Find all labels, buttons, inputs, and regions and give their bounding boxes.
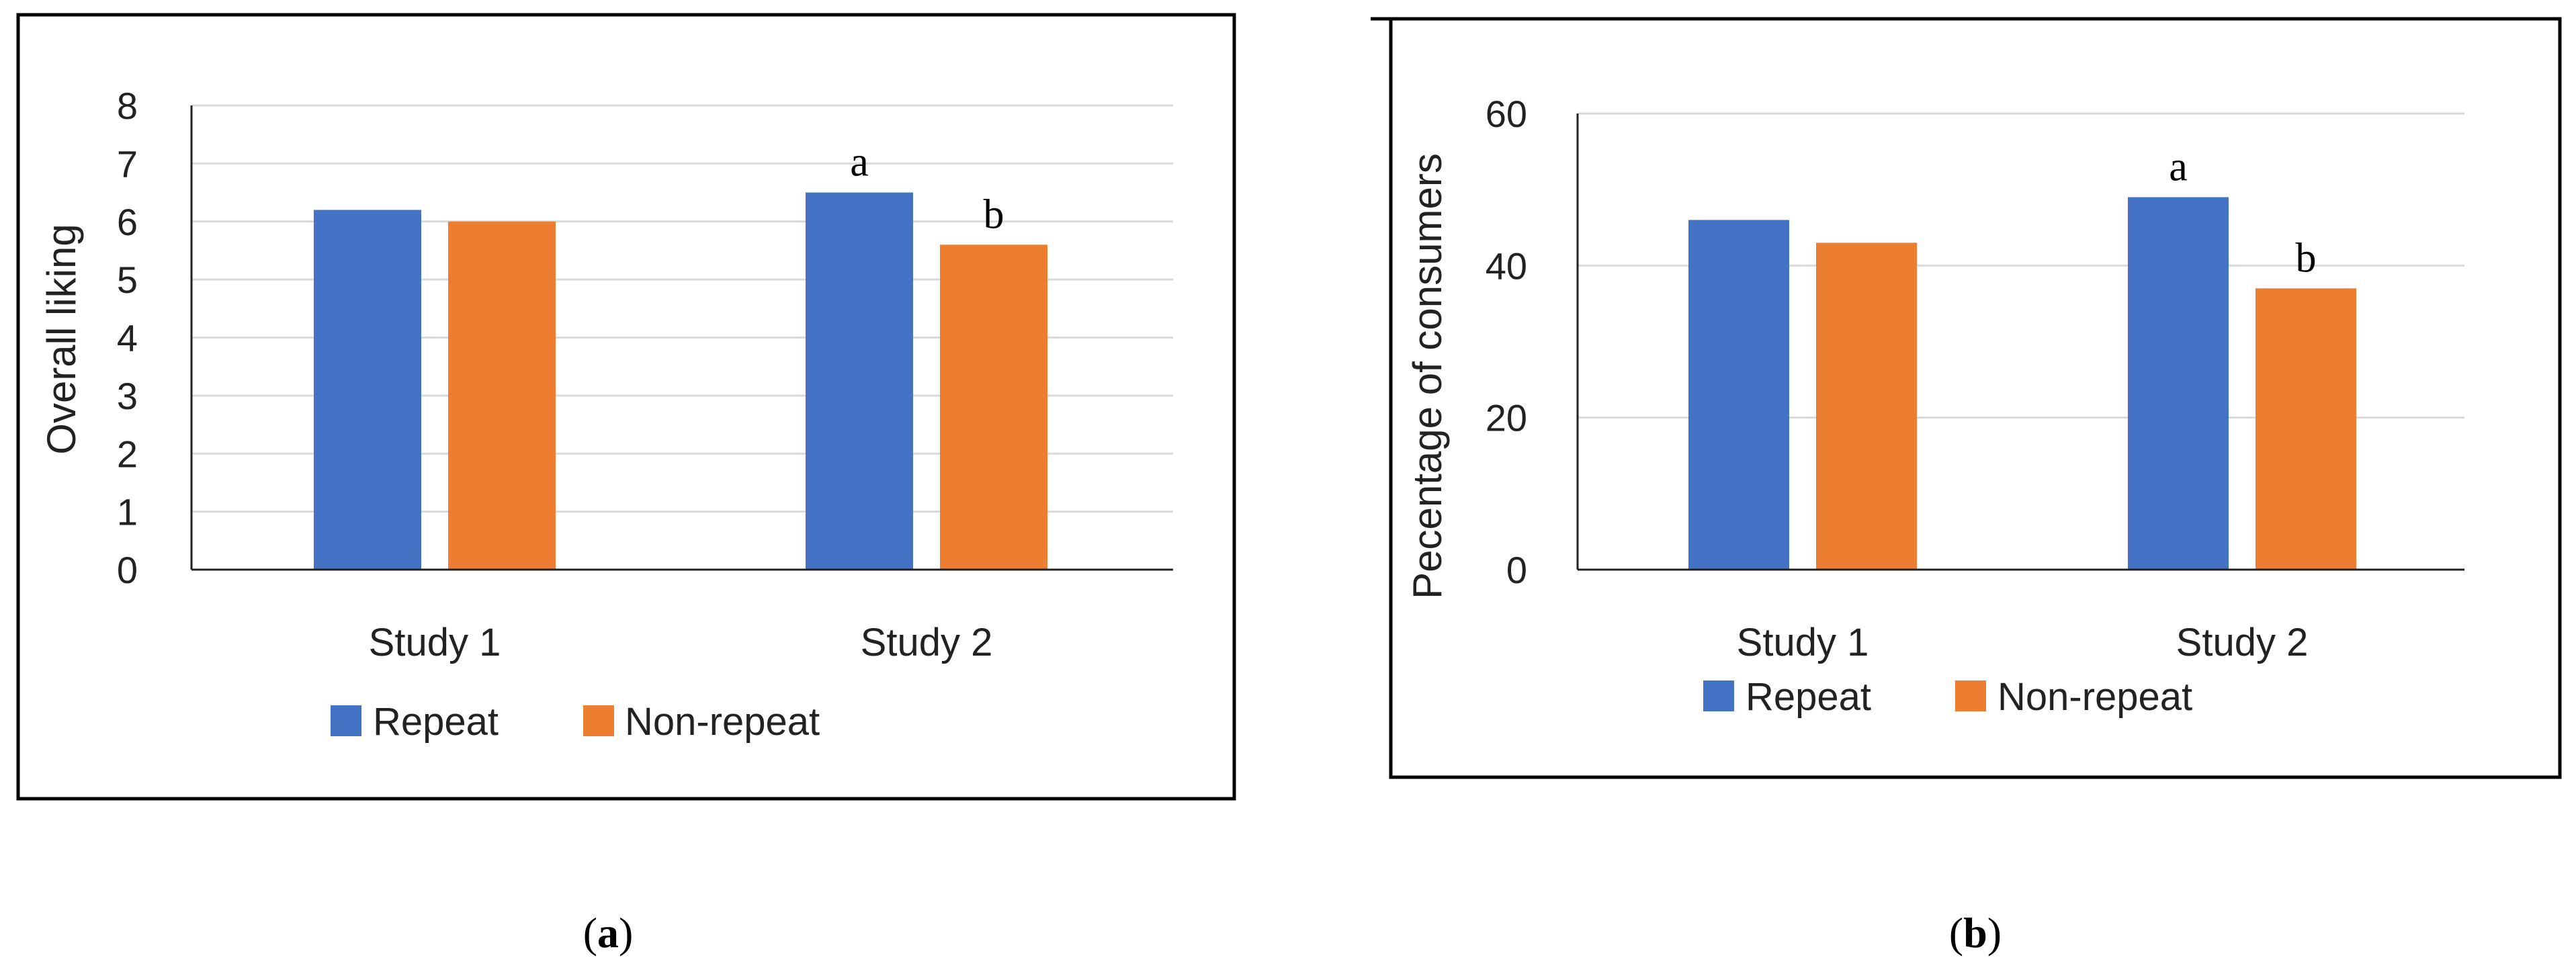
chart-frame-a [16,13,1236,801]
y-tick-labels-b: 0 20 40 60 [1486,93,1527,591]
y-tick-label: 60 [1486,93,1527,135]
category-label: Study 2 [2176,621,2309,664]
y-axis-title-b: Pecentage of consumers [1405,153,1450,599]
significance-letter: a [850,140,869,185]
y-tick-label: 40 [1486,245,1527,287]
bar-non-repeat-study-2 [940,245,1047,570]
legend-label-repeat: Repeat [373,700,499,744]
y-axis-title-a: Overall liking [39,224,84,454]
significance-letter: b [984,191,1004,237]
y-tick-label: 2 [117,433,138,475]
legend-swatch-non-repeat [583,705,614,736]
bar-repeat-study-1 [1688,220,1789,570]
panel-caption-a: (a) [583,909,634,957]
legend-swatch-non-repeat [1955,680,1986,711]
legend-label-non-repeat: Non-repeat [625,700,820,744]
legend-a: Repeat Non-repeat [331,700,820,744]
legend-swatch-repeat [1703,680,1734,711]
y-tick-label: 8 [117,85,138,127]
panel-caption-b: (b) [1949,909,2002,957]
y-tick-label: 4 [117,317,138,359]
legend-label-repeat: Repeat [1746,675,1871,719]
legend-b: Repeat Non-repeat [1703,675,2192,719]
bar-repeat-study-1 [314,210,421,570]
y-tick-label: 3 [117,375,138,417]
chart-frame-b [1371,17,2562,779]
y-tick-label: 0 [1506,549,1527,591]
legend-label-non-repeat: Non-repeat [1998,675,2192,719]
bar-repeat-study-2 [806,192,913,570]
significance-letter: a [2169,144,2188,189]
category-label: Study 1 [369,621,501,664]
bar-non-repeat-study-1 [1816,242,1917,570]
y-tick-label: 5 [117,259,138,301]
y-tick-label: 7 [117,142,138,185]
significance-letter: b [2296,235,2317,281]
bars-a: ab [314,140,1047,570]
bars-b: ab [1688,144,2356,570]
bar-non-repeat-study-2 [2256,288,2356,570]
bar-non-repeat-study-1 [448,221,556,570]
y-tick-labels-a: 0 1 2 3 4 5 6 7 8 [117,85,138,591]
y-tick-label: 0 [117,549,138,591]
y-tick-label: 1 [117,491,138,533]
legend-swatch-repeat [331,705,361,736]
category-label: Study 2 [861,621,993,664]
y-tick-label: 6 [117,201,138,243]
y-tick-label: 20 [1486,397,1527,439]
bar-repeat-study-2 [2128,197,2229,570]
category-label: Study 1 [1737,621,1869,664]
